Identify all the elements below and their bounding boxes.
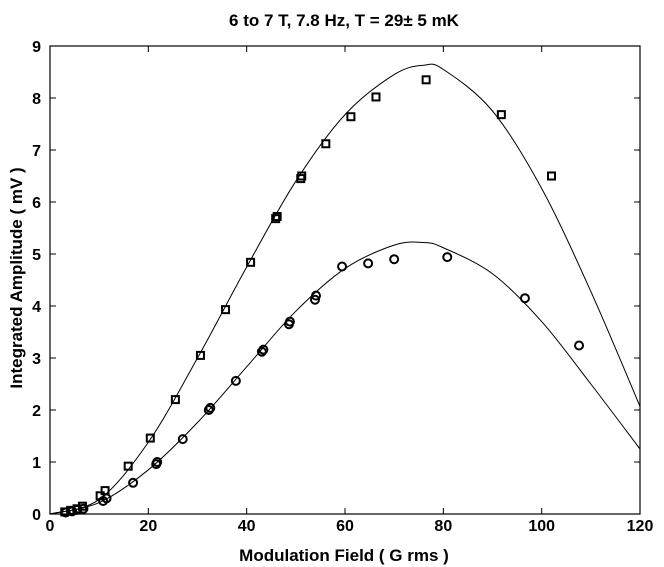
square-point [421, 75, 431, 85]
data-markers [60, 75, 585, 518]
square-point [246, 257, 256, 267]
square-point [123, 461, 133, 471]
square-point [145, 433, 155, 443]
y-tick-label: 2 [32, 403, 41, 420]
chart-title: 6 to 7 T, 7.8 Hz, T = 29± 5 mK [229, 11, 460, 30]
y-tick-label: 7 [32, 143, 41, 160]
circle-point [363, 258, 374, 269]
circle-point [152, 457, 163, 467]
square-point [170, 395, 180, 405]
y-tick-label: 0 [32, 507, 41, 524]
fit-curves [49, 63, 641, 515]
square-point [297, 171, 307, 181]
circle-point [310, 294, 321, 305]
fit-curve-2 [49, 241, 641, 515]
square-point [371, 92, 381, 102]
circle-point [519, 293, 530, 304]
circle-point [67, 506, 78, 517]
circle-point [128, 477, 139, 488]
y-tick-label: 9 [32, 39, 41, 56]
circle-point [310, 290, 321, 301]
fit-curve-1 [49, 63, 641, 515]
circle-point [60, 507, 71, 518]
x-tick-label: 0 [46, 518, 55, 535]
circle-point [78, 503, 89, 514]
y-tick-label: 3 [32, 351, 41, 368]
circle-point [101, 493, 112, 504]
axis-ticks: 0 20 40 60 80 100 120 0 1 2 3 4 5 6 7 8 9 [32, 39, 653, 535]
y-tick-label: 4 [32, 299, 41, 316]
x-tick-label: 100 [528, 518, 555, 535]
square-point [272, 212, 282, 222]
circle-point [337, 261, 348, 272]
circle-point [177, 434, 188, 445]
circle-point [230, 375, 241, 386]
y-tick-label: 1 [32, 455, 41, 472]
square-point [346, 112, 356, 122]
square-point [221, 305, 231, 315]
y-axis-label: Integrated Amplitude ( mV ) [7, 167, 26, 388]
x-tick-label: 60 [336, 518, 354, 535]
x-tick-label: 120 [627, 518, 654, 535]
y-tick-label: 5 [32, 247, 41, 264]
circle-point [442, 252, 453, 263]
x-tick-label: 20 [139, 518, 157, 535]
circle-point [258, 344, 269, 355]
circle-point [389, 254, 400, 265]
square-point [321, 139, 331, 149]
y-tick-label: 6 [32, 195, 41, 212]
plot-frame [49, 45, 641, 515]
y-tick-label: 8 [32, 91, 41, 108]
square-point [195, 350, 205, 360]
square-point [271, 214, 281, 224]
circle-point [72, 504, 83, 515]
circle-point [284, 316, 295, 327]
square-point [496, 110, 506, 120]
y-axis-label-group: Integrated Amplitude ( mV ) [7, 167, 26, 388]
x-tick-label: 80 [434, 518, 452, 535]
circle-point [574, 340, 585, 351]
circle-point [205, 402, 216, 413]
x-axis-label: Modulation Field ( G rms ) [239, 546, 449, 565]
x-tick-label: 40 [238, 518, 256, 535]
square-point [547, 171, 556, 181]
